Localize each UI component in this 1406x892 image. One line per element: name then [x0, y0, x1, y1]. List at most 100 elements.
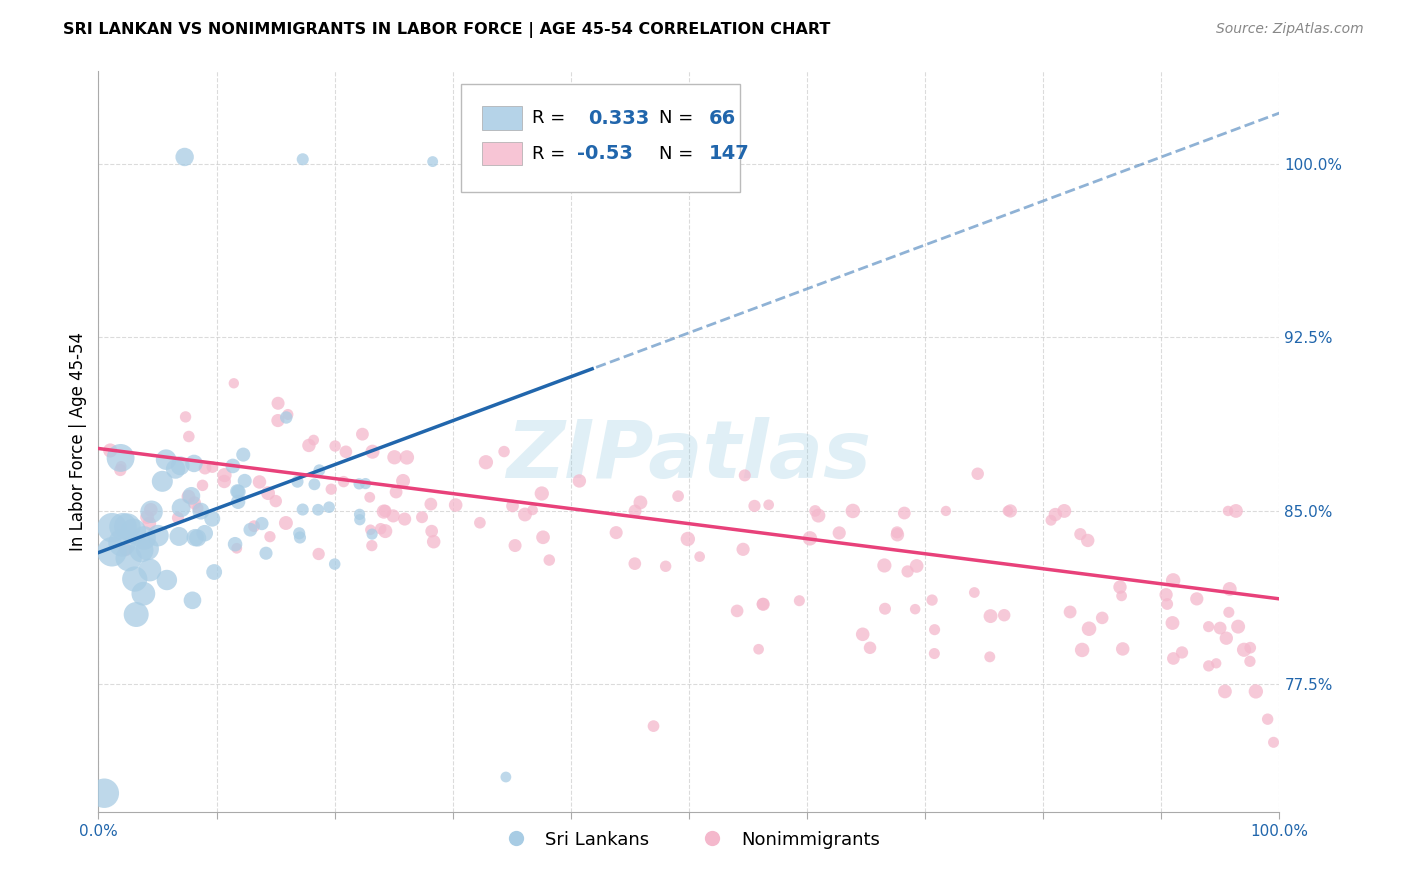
Point: [859, 640, 882, 655]
Point: [1227, 620, 1250, 634]
Point: [117, 519, 139, 533]
Point: [174, 409, 197, 424]
Point: [1185, 591, 1208, 606]
Point: [167, 529, 190, 543]
Point: [605, 525, 627, 540]
Point: [124, 572, 146, 586]
Point: [226, 495, 249, 509]
Point: [374, 524, 396, 538]
Text: 0.333: 0.333: [589, 109, 650, 128]
Point: [267, 396, 290, 410]
Point: [1059, 605, 1081, 619]
Point: [373, 505, 395, 519]
Point: [807, 508, 830, 523]
Point: [1257, 712, 1279, 726]
Point: [538, 553, 561, 567]
Point: [531, 530, 554, 544]
Point: [1233, 642, 1256, 657]
Point: [744, 499, 766, 513]
Point: [394, 512, 416, 526]
Point: [111, 536, 134, 550]
Point: [201, 511, 224, 525]
Point: [239, 523, 262, 537]
Point: [125, 607, 148, 622]
Point: [873, 558, 896, 573]
Point: [291, 153, 314, 167]
Point: [1000, 504, 1022, 518]
Point: [530, 486, 553, 500]
Point: [222, 458, 245, 473]
Point: [676, 532, 699, 546]
Point: [734, 468, 756, 483]
FancyBboxPatch shape: [482, 106, 523, 130]
Point: [1218, 605, 1240, 619]
Point: [1161, 574, 1184, 588]
Point: [254, 546, 277, 560]
Point: [468, 516, 491, 530]
Point: [354, 476, 377, 491]
Point: [395, 450, 418, 465]
Point: [141, 505, 163, 519]
Point: [194, 461, 217, 475]
Point: [921, 593, 943, 607]
Point: [1053, 504, 1076, 518]
Point: [963, 585, 986, 599]
Point: [568, 474, 591, 488]
Point: [1091, 611, 1114, 625]
Point: [224, 537, 246, 551]
Point: [804, 504, 827, 518]
Point: [361, 527, 384, 541]
Point: [122, 524, 145, 539]
Point: [187, 531, 209, 545]
Point: [789, 593, 811, 607]
Point: [392, 474, 415, 488]
Point: [181, 593, 204, 607]
Point: [228, 484, 250, 499]
Point: [259, 530, 281, 544]
Y-axis label: In Labor Force | Age 45-54: In Labor Force | Age 45-54: [69, 332, 87, 551]
Point: [1225, 504, 1247, 518]
Point: [304, 477, 326, 491]
Point: [110, 463, 132, 477]
Point: [226, 484, 249, 499]
Point: [308, 547, 330, 561]
Point: [689, 549, 711, 564]
Point: [183, 496, 205, 510]
Point: [180, 489, 202, 503]
Point: [288, 531, 311, 545]
Point: [384, 450, 406, 465]
Point: [264, 494, 287, 508]
Point: [904, 602, 927, 616]
Point: [1171, 645, 1194, 659]
Point: [169, 458, 191, 473]
Point: [1163, 651, 1185, 665]
Point: [385, 485, 408, 500]
Point: [905, 558, 928, 573]
Point: [146, 529, 169, 543]
Point: [374, 504, 396, 518]
Point: [1156, 597, 1178, 611]
Point: [361, 444, 384, 458]
Point: [298, 438, 321, 452]
Point: [222, 376, 245, 391]
Point: [110, 459, 132, 474]
Text: 66: 66: [709, 109, 737, 128]
Point: [725, 604, 748, 618]
Point: [349, 508, 371, 522]
Point: [852, 627, 875, 641]
Point: [136, 510, 159, 524]
Point: [924, 623, 946, 637]
Point: [752, 597, 775, 611]
Point: [170, 500, 193, 515]
Point: [138, 516, 160, 531]
Point: [628, 495, 651, 509]
Point: [1219, 582, 1241, 596]
Point: [1109, 580, 1132, 594]
Point: [191, 478, 214, 492]
Point: [332, 475, 354, 489]
Point: [323, 557, 346, 571]
Point: [475, 455, 498, 469]
Point: [1263, 735, 1285, 749]
Point: [232, 448, 254, 462]
Point: [307, 502, 329, 516]
